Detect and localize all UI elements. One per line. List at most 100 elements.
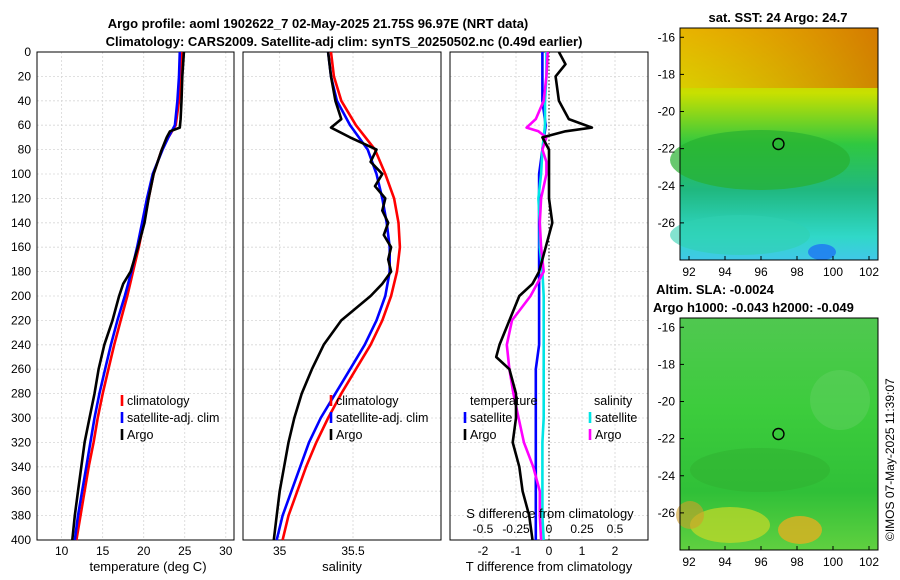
sla-map-orange-patch-2 [676,501,704,529]
depth-tick-label: 400 [11,533,31,547]
sst-map-x-tick-label: 96 [754,265,768,279]
sst-map-y-tick-label: -22 [658,142,676,156]
diff-sal-argo-line [505,51,549,541]
sla-map-subtitle: Argo h1000: -0.043 h2000: -0.049 [653,300,854,315]
sla-map-orange-patch [778,516,822,544]
sal-x-axis-label: salinity [322,559,362,574]
title-line-2: Climatology: CARS2009. Satellite-adj cli… [106,34,583,49]
diff-temp-legend-label: Argo [470,428,496,442]
sal-frame [242,51,442,541]
sla-map-y-tick-label: -26 [658,506,676,520]
depth-tick-label: 220 [11,313,31,327]
sla-map: 92 94 96 98 100 102 -16 -18 -20 -22 -24 -26 [658,317,879,569]
sla-map-x-tick-label: 96 [754,555,768,569]
sst-map-cool-patch [670,130,850,190]
sst-map-frame [679,27,879,261]
temp-x-axis-label: temperature (deg C) [89,559,206,574]
diff-temp-legend-label: satellite [470,411,512,425]
temp-frame [36,51,235,541]
diff-temp-argo-line [494,51,594,541]
depth-tick-label: 380 [11,509,31,523]
diff-top-tick-label: -0.25 [502,522,530,536]
title-line-1: Argo profile: aoml 1902622_7 02-May-2025… [108,16,529,31]
sst-map-x-tick-label: 98 [790,265,804,279]
diff-top-axis-label: S difference from climatology [466,506,634,521]
diff-top-tick-label: -0.5 [473,522,494,536]
sla-map-x-tick-label: 102 [859,555,879,569]
sst-map-x-tick-label: 102 [859,265,879,279]
sla-map-y-tick-label: -18 [658,357,676,371]
depth-tick-label: 120 [11,191,31,205]
difference-profile-chart: -2 -1 0 1 2T difference from climatology -0.5… [449,51,649,574]
depth-tick-label: 0 [24,45,31,59]
diff-legend-header-temperature: temperature [470,394,537,408]
sla-map-frame [679,317,879,551]
sla-map-x-tick-label: 98 [790,555,804,569]
diff-top-tick-label: 0.25 [570,522,594,536]
temp-x-tick-label: 20 [137,544,151,558]
diff-x-tick-label: -1 [511,544,522,558]
sst-map-warm-band [680,28,878,88]
sal-x-tick-label: 35 [273,544,287,558]
diff-legend-header-salinity: salinity [594,394,633,408]
temp-x-tick-label: 30 [219,544,233,558]
temp-x-tick-label: 25 [178,544,192,558]
diff-x-tick-label: -2 [478,544,489,558]
diff-sal-legend-label: satellite [595,411,637,425]
imos-credit: ©IMOS 07-May-2025 11:39:07 [883,378,897,541]
depth-tick-label: 360 [11,484,31,498]
sst-map-x-tick-label: 100 [823,265,843,279]
diff-top-tick-label: 0 [546,522,553,536]
depth-tick-label: 240 [11,338,31,352]
sal-climatology-line [281,51,402,541]
sst-map-x-tick-label: 94 [718,265,732,279]
sla-map-x-tick-label: 94 [718,555,732,569]
depth-tick-label: 80 [18,143,32,157]
sst-map-cyan-patch [670,215,810,255]
sal-legend-label: climatology [336,394,399,408]
depth-tick-label: 160 [11,240,31,254]
sal-argo-line [272,51,393,541]
sst-map-y-tick-label: -24 [658,179,676,193]
diff-x-tick-label: 1 [579,544,586,558]
sla-map-yellow-patch [690,507,770,543]
sla-map-y-tick-label: -16 [658,320,676,334]
temp-x-tick-label: 10 [55,544,69,558]
diff-top-tick-label: 0.5 [607,522,624,536]
sst-map-x-tick-label: 92 [682,265,696,279]
temp-legend-label: climatology [127,394,190,408]
depth-tick-label: 260 [11,362,31,376]
depth-tick-label: 320 [11,435,31,449]
depth-tick-label: 100 [11,167,31,181]
sst-map-y-tick-label: -26 [658,216,676,230]
depth-tick-label: 180 [11,265,31,279]
diff-x-axis-label: T difference from climatology [466,559,633,574]
sst-map: 92 94 96 98 100 102 -16 -18 -20 -22 -24 -26 [658,27,879,279]
diff-x-tick-label: 0 [546,544,553,558]
temp-legend-label: satellite-adj. clim [127,411,219,425]
sla-map-y-tick-label: -20 [658,395,676,409]
sla-map-light-patch [810,370,870,430]
depth-tick-label: 280 [11,387,31,401]
depth-tick-label: 340 [11,460,31,474]
sal-satellite-line [275,51,392,541]
sla-map-y-tick-label: -22 [658,432,676,446]
depth-tick-label: 60 [18,118,32,132]
depth-tick-label: 200 [11,289,31,303]
sst-map-blue-patch [808,244,836,260]
sst-map-y-tick-label: -20 [658,105,676,119]
sal-x-tick-label: 35.5 [341,544,365,558]
temp-argo-line [71,51,186,541]
depth-tick-label: 140 [11,216,31,230]
depth-tick-label: 300 [11,411,31,425]
sla-map-title: Altim. SLA: -0.0024 [656,282,775,297]
diff-sal-legend-label: Argo [595,428,621,442]
sla-map-argo-marker [772,427,785,441]
depth-tick-label: 20 [18,69,32,83]
diff-x-tick-label: 2 [612,544,619,558]
sst-map-y-tick-label: -18 [658,67,676,81]
sst-map-y-tick-label: -16 [658,30,676,44]
sal-legend-label: satellite-adj. clim [336,411,428,425]
sla-map-y-tick-label: -24 [658,469,676,483]
